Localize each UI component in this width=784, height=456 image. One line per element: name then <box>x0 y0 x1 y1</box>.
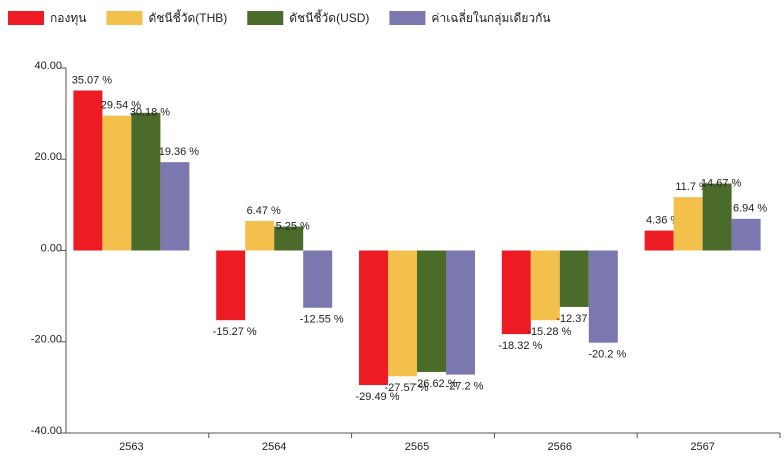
legend-label: ดัชนีชี้วัด(THB) <box>148 9 227 25</box>
bar <box>702 183 732 251</box>
bar <box>446 250 475 375</box>
legend-swatch <box>247 11 284 25</box>
y-tick-label: 0.00 <box>41 242 62 254</box>
value-label: 6.94 % <box>733 203 767 215</box>
value-label: 14.67 % <box>701 177 742 189</box>
value-label: -26.62 % <box>413 378 457 390</box>
value-label: -15.28 % <box>527 326 571 338</box>
bar <box>501 250 531 335</box>
value-label: 35.07 % <box>72 74 113 86</box>
legend-swatch <box>8 11 44 25</box>
value-label: 30.18 % <box>130 107 171 119</box>
value-label: -27.2 % <box>446 381 484 393</box>
value-label: -15.27 % <box>213 326 257 338</box>
bar <box>559 250 589 307</box>
bar <box>530 250 560 321</box>
bar <box>359 250 388 386</box>
x-tick-label: 2564 <box>262 441 286 453</box>
bar <box>673 197 703 251</box>
y-tick-label: 40.00 <box>34 60 62 72</box>
value-label: 29.54 % <box>101 100 142 112</box>
value-label: -12.55 % <box>300 314 344 326</box>
value-label: -18.32 % <box>498 340 542 352</box>
value-label: -29.49 % <box>355 391 399 403</box>
bar <box>274 226 304 251</box>
bar <box>417 250 446 372</box>
bar <box>216 250 246 321</box>
legend-label: ดัชนีชี้วัด(USD) <box>289 9 369 25</box>
bar <box>303 250 333 308</box>
x-tick-label: 2563 <box>119 441 143 453</box>
bar <box>131 112 161 251</box>
bar <box>388 250 417 377</box>
x-tick-label: 2567 <box>690 441 714 453</box>
value-label: -20.2 % <box>588 349 626 361</box>
bar <box>102 115 132 251</box>
value-label: 4.36 % <box>646 215 680 227</box>
bar <box>644 230 674 251</box>
bar <box>245 220 275 251</box>
bar <box>731 218 761 251</box>
y-tick-label: -40.00 <box>31 425 62 437</box>
legend-label: ค่าเฉลี่ยในกลุ่มเดียวกัน <box>431 9 550 26</box>
value-label: 6.47 % <box>247 205 281 217</box>
bar <box>160 162 190 251</box>
y-tick-label: -20.00 <box>31 334 62 346</box>
y-tick-label: 20.00 <box>34 151 62 163</box>
x-tick-label: 2565 <box>405 441 429 453</box>
legend-swatch <box>389 11 426 25</box>
bar <box>73 90 103 251</box>
x-tick-label: 2566 <box>548 441 572 453</box>
value-label: -27.57 % <box>384 382 428 394</box>
bar <box>588 250 618 343</box>
legend-label: กองทุน <box>50 11 86 26</box>
value-label: 11.7 % <box>675 181 709 193</box>
legend-swatch <box>106 11 143 25</box>
value-label: 5.25 % <box>276 220 310 232</box>
value-label: 19.36 % <box>159 146 200 158</box>
